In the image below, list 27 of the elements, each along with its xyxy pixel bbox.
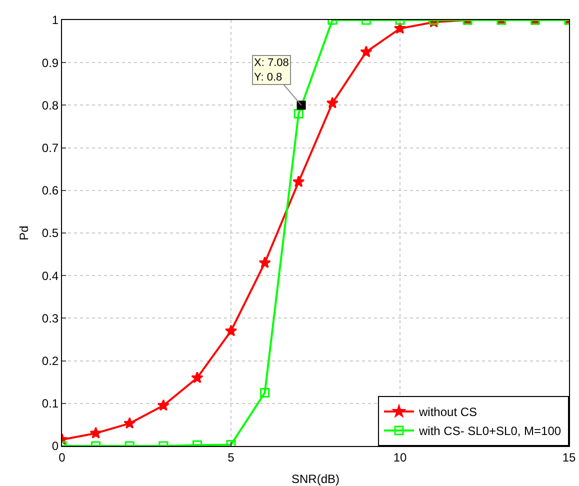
y-tick-label: 0 bbox=[52, 439, 59, 454]
y-tick-label: 1 bbox=[52, 13, 59, 28]
y-tick-label: 0.7 bbox=[42, 141, 59, 155]
legend-label: with CS- SL0+SL0, M=100 bbox=[418, 424, 562, 438]
x-tick-label: 5 bbox=[228, 450, 235, 464]
annotation: X: 7.08 Y: 0.8 bbox=[254, 57, 289, 84]
point bbox=[292, 176, 305, 188]
point bbox=[224, 324, 238, 336]
y-axis-title: Pd bbox=[17, 226, 31, 240]
y-tick-label: 0.1 bbox=[42, 396, 59, 411]
y-tick-label: 0.4 bbox=[42, 268, 59, 283]
y-tick-label: 0.5 bbox=[42, 226, 59, 240]
point bbox=[260, 388, 270, 398]
point bbox=[90, 426, 102, 438]
x-tick-label: 10 bbox=[393, 450, 407, 464]
y-tick-label: 0.2 bbox=[42, 354, 59, 368]
y-tick-label: 0.9 bbox=[42, 56, 59, 70]
y-tick-label: 0.3 bbox=[42, 311, 59, 326]
point bbox=[157, 399, 170, 411]
legend-label: without CS bbox=[418, 405, 478, 420]
x-axis-title: SNR(dB) bbox=[291, 472, 340, 486]
point bbox=[124, 417, 136, 429]
point bbox=[191, 371, 204, 384]
x-tick-label: 15 bbox=[562, 450, 576, 464]
y-tick-label: 0.6 bbox=[42, 184, 59, 198]
point bbox=[258, 256, 271, 268]
y-tick-label: 0.8 bbox=[42, 98, 59, 112]
